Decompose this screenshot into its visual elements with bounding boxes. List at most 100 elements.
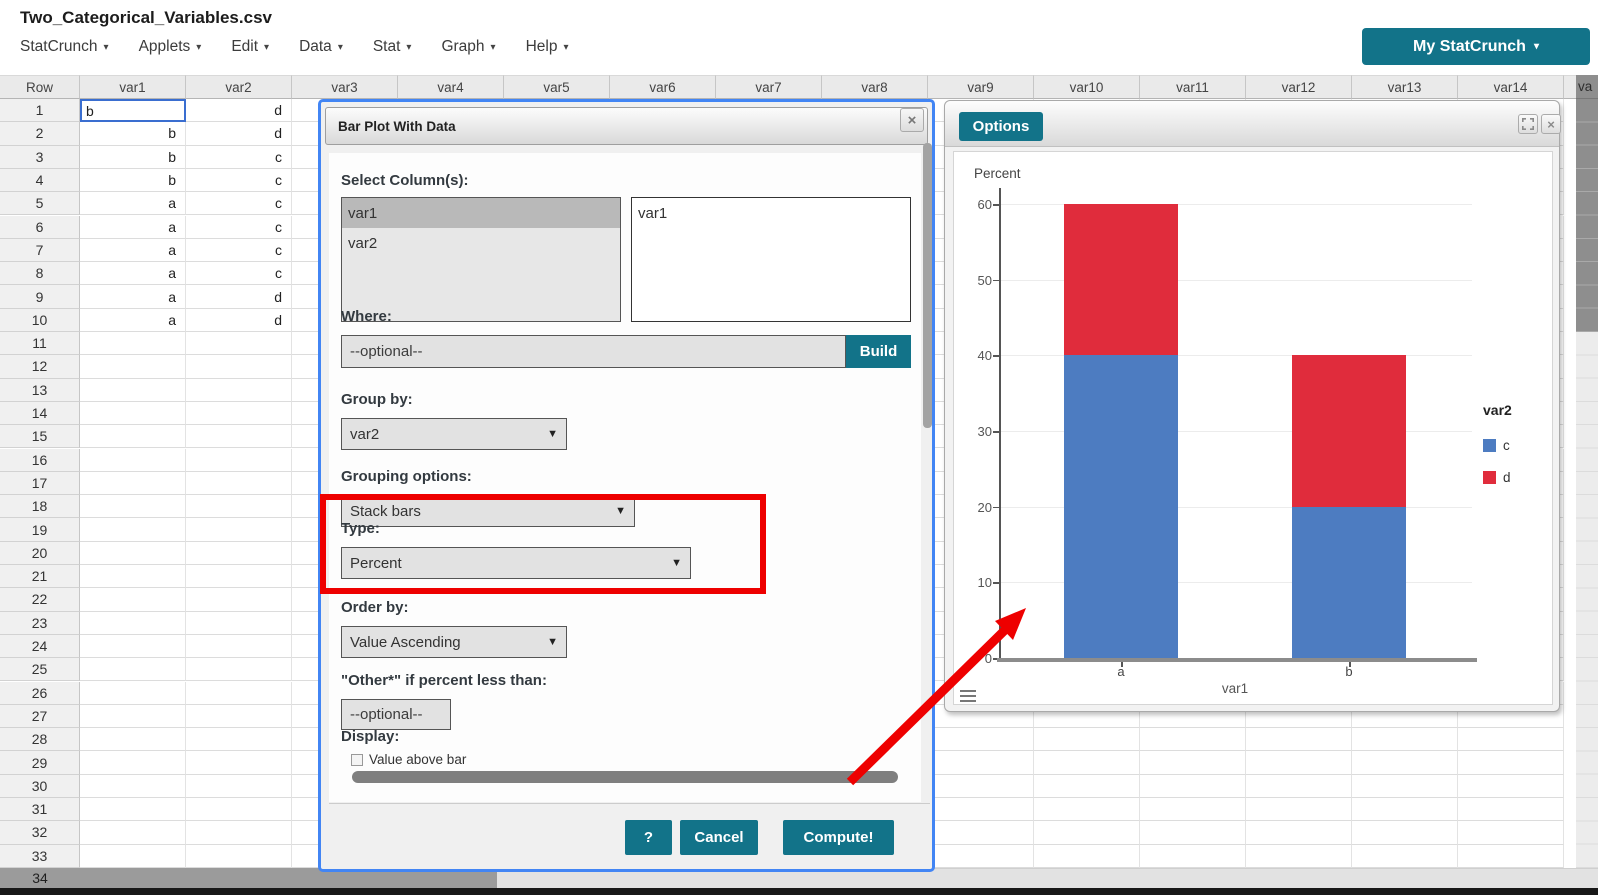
grid-cell[interactable] xyxy=(80,425,186,449)
grid-cell[interactable] xyxy=(1352,728,1458,752)
grid-cell[interactable] xyxy=(80,355,186,379)
compute-button[interactable]: Compute! xyxy=(783,820,894,855)
grid-cell[interactable] xyxy=(80,798,186,822)
grid-cell[interactable] xyxy=(186,541,292,565)
grid-cell[interactable] xyxy=(80,565,186,589)
grid-cell[interactable] xyxy=(80,518,186,542)
grid-cell[interactable]: d xyxy=(186,122,292,146)
column-header-var10[interactable]: var10 xyxy=(1034,75,1140,99)
grid-cell[interactable] xyxy=(186,704,292,729)
available-column-var2[interactable]: var2 xyxy=(348,234,378,252)
grid-cell[interactable] xyxy=(80,728,186,752)
dialog-horizontal-scrollbar-thumb[interactable] xyxy=(352,771,898,783)
grid-cell[interactable] xyxy=(1352,774,1458,798)
bar-segment-a-c[interactable] xyxy=(1064,355,1178,658)
grid-cell[interactable] xyxy=(1458,798,1564,822)
column-header-var5[interactable]: var5 xyxy=(504,75,610,99)
grid-cell[interactable] xyxy=(1352,821,1458,845)
grid-cell[interactable] xyxy=(928,774,1034,798)
menu-item-stat[interactable]: Stat ▾ xyxy=(373,38,412,56)
grid-cell[interactable]: b xyxy=(80,145,186,169)
column-header-var4[interactable]: var4 xyxy=(398,75,504,99)
column-header-var6[interactable]: var6 xyxy=(610,75,716,99)
grid-cell[interactable] xyxy=(1352,751,1458,775)
grid-cell[interactable] xyxy=(186,495,292,519)
grid-cell[interactable] xyxy=(186,332,292,356)
grid-cell[interactable] xyxy=(928,844,1034,868)
options-titlebar[interactable] xyxy=(945,101,1559,147)
grid-cell[interactable] xyxy=(1034,798,1140,822)
grid-cell[interactable] xyxy=(1140,798,1246,822)
grid-cell[interactable] xyxy=(186,774,292,798)
grid-cell[interactable] xyxy=(1246,751,1352,775)
grid-cell[interactable]: d xyxy=(186,308,292,332)
horizontal-scrollbar-thumb[interactable]: 34 xyxy=(0,868,497,888)
grid-cell[interactable] xyxy=(1458,774,1564,798)
grid-cell[interactable] xyxy=(186,798,292,822)
grid-cell[interactable] xyxy=(1246,844,1352,868)
grid-cell[interactable] xyxy=(1034,728,1140,752)
menu-item-graph[interactable]: Graph ▾ xyxy=(441,38,495,56)
bar-segment-b-d[interactable] xyxy=(1292,355,1406,507)
grid-cell[interactable] xyxy=(80,774,186,798)
chosen-columns-list[interactable]: var1 xyxy=(631,197,911,322)
menu-item-data[interactable]: Data ▾ xyxy=(299,38,343,56)
grid-cell[interactable] xyxy=(80,401,186,426)
grid-cell[interactable] xyxy=(80,448,186,472)
grid-cell[interactable] xyxy=(186,588,292,612)
grid-cell[interactable] xyxy=(80,658,186,682)
grid-cell[interactable] xyxy=(80,844,186,868)
grid-cell[interactable] xyxy=(80,332,186,356)
value-above-bar-checkbox[interactable] xyxy=(351,754,363,766)
grid-cell[interactable] xyxy=(80,634,186,659)
grid-cell[interactable] xyxy=(80,611,186,635)
column-header-var12[interactable]: var12 xyxy=(1246,75,1352,99)
grid-cell[interactable]: a xyxy=(80,238,186,263)
grid-cell[interactable]: a xyxy=(80,262,186,286)
grid-cell[interactable]: b xyxy=(80,99,186,123)
type-select[interactable]: Percent ▼ xyxy=(341,547,691,579)
grid-cell[interactable] xyxy=(1458,844,1564,868)
grid-cell[interactable] xyxy=(928,821,1034,845)
bar-segment-b-c[interactable] xyxy=(1292,506,1406,658)
grid-cell[interactable] xyxy=(1246,798,1352,822)
grid-cell[interactable]: a xyxy=(80,215,186,239)
grid-cell[interactable] xyxy=(928,798,1034,822)
available-column-var1[interactable]: var1 xyxy=(342,198,620,228)
menu-item-help[interactable]: Help ▾ xyxy=(526,38,569,56)
grid-cell[interactable] xyxy=(186,611,292,635)
menu-item-applets[interactable]: Applets ▾ xyxy=(139,38,202,56)
grid-cell[interactable] xyxy=(186,844,292,868)
grid-cell[interactable] xyxy=(1140,751,1246,775)
expand-icon[interactable] xyxy=(1518,114,1538,134)
grid-cell[interactable]: a xyxy=(80,192,186,216)
column-header-var3[interactable]: var3 xyxy=(292,75,398,99)
grid-cell[interactable] xyxy=(1140,774,1246,798)
grid-cell[interactable] xyxy=(1140,821,1246,845)
grid-cell[interactable] xyxy=(80,704,186,729)
grid-cell[interactable] xyxy=(1034,774,1140,798)
group-by-select[interactable]: var2 ▼ xyxy=(341,418,567,450)
grid-cell[interactable]: b xyxy=(80,122,186,146)
column-header-var8[interactable]: var8 xyxy=(822,75,928,99)
grid-cell[interactable]: c xyxy=(186,215,292,239)
grid-cell[interactable] xyxy=(80,471,186,496)
grid-cell[interactable]: a xyxy=(80,285,186,309)
grid-cell[interactable]: c xyxy=(186,145,292,169)
grid-cell[interactable] xyxy=(80,541,186,565)
grid-cell[interactable] xyxy=(186,658,292,682)
grid-cell[interactable] xyxy=(80,681,186,705)
grid-cell[interactable] xyxy=(1352,844,1458,868)
grid-cell[interactable] xyxy=(928,751,1034,775)
my-statcrunch-button[interactable]: My StatCrunch ▾ xyxy=(1362,28,1590,65)
column-header-var11[interactable]: var11 xyxy=(1140,75,1246,99)
grid-cell[interactable] xyxy=(1352,798,1458,822)
grouping-options-select[interactable]: Stack bars ▼ xyxy=(341,495,635,527)
bar-segment-a-d[interactable] xyxy=(1064,204,1178,356)
where-input[interactable] xyxy=(341,335,846,368)
dialog-titlebar[interactable]: Bar Plot With Data xyxy=(325,107,928,145)
other-percent-input[interactable] xyxy=(341,699,451,730)
grid-cell[interactable] xyxy=(186,518,292,542)
grid-cell[interactable] xyxy=(1034,751,1140,775)
grid-cell[interactable] xyxy=(1246,774,1352,798)
